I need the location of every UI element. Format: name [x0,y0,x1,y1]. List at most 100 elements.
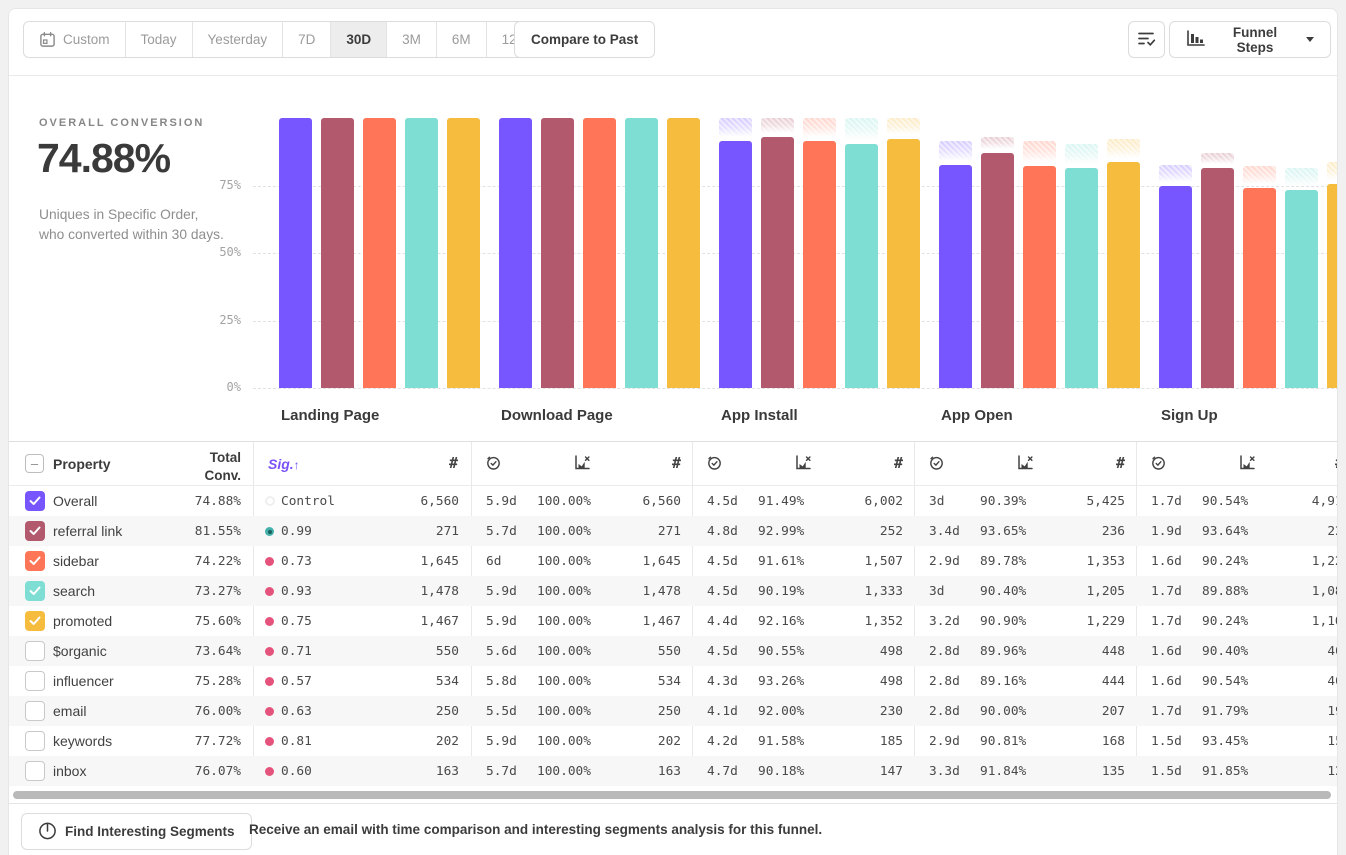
conversion-chart-icon[interactable] [794,454,813,476]
sig-column-header[interactable]: Sig.↑ [268,456,300,472]
chart-bar-sidebar-step3[interactable] [803,140,836,388]
chart-bar-promoted-step2[interactable] [667,118,700,388]
step-count: 550 [657,644,681,659]
step-rate: 100.00% [537,734,591,749]
chart-bar-referral-link-step5[interactable] [1201,167,1234,388]
chart-bar-search-step5[interactable] [1285,190,1318,388]
count-column-header[interactable]: # [894,454,904,472]
chart-bar-referral-link-step2[interactable] [541,118,574,388]
range-6m[interactable]: 6M [437,22,487,57]
row-checkbox[interactable] [25,641,45,661]
chart-bar-Overall-step2[interactable] [499,118,532,388]
overall-conversion-value: 74.88% [37,135,171,181]
y-axis-tick-label: 50% [219,245,241,259]
row-checkbox[interactable] [25,671,45,691]
chart-bar-promoted-step4[interactable] [1107,161,1140,388]
chart-bar-Overall-step3[interactable] [719,140,752,388]
chart-bar-Overall-step4[interactable] [939,164,972,388]
chart-bar-sidebar-step1[interactable] [363,118,396,388]
step-count: 6,560 [642,494,681,509]
column-divider [253,442,254,785]
row-checkbox[interactable] [25,701,45,721]
sig-dot-low [265,767,274,776]
step-time: 4.5d [707,554,738,569]
time-to-convert-icon[interactable] [928,454,945,476]
step-rate: 100.00% [537,584,591,599]
time-to-convert-icon[interactable] [706,454,723,476]
conversion-chart-icon[interactable] [1238,454,1257,476]
chart-bar-search-step1[interactable] [405,118,438,388]
chart-bar-promoted-step3[interactable] [887,139,920,388]
chart-bar-dropoff-cap [761,118,794,133]
step-count: 1,229 [1086,614,1125,629]
row-checkbox[interactable] [25,581,45,601]
chart-bar-sidebar-step4[interactable] [1023,165,1056,388]
funnel-steps-button[interactable]: Funnel Steps [1169,21,1331,58]
range-custom[interactable]: Custom [24,22,126,57]
gridline [253,253,1337,254]
step-count: 236 [1101,524,1125,539]
step-rate: 93.26% [758,674,805,689]
count-column-header[interactable]: # [1116,454,1126,472]
step1-count: 1,467 [420,614,459,629]
chart-bar-referral-link-step3[interactable] [761,136,794,388]
conversion-chart-icon[interactable] [1016,454,1035,476]
step-rate: 100.00% [537,674,591,689]
step1-count: 163 [435,764,459,779]
chart-bar-promoted-step1[interactable] [447,118,480,388]
step-label-app-install: App Install [721,407,798,424]
step-time: 4.5d [707,584,738,599]
range-7d[interactable]: 7D [283,22,332,57]
count-column-header[interactable]: # [672,454,682,472]
range-label: Custom [63,32,110,47]
step-rate: 90.18% [758,764,805,779]
row-checkbox[interactable] [25,611,45,631]
sig-dot-control [265,496,275,506]
step-count: 163 [657,764,681,779]
row-checkbox[interactable] [25,551,45,571]
count-column-header[interactable]: # [449,454,459,472]
table-row-keywords: keywords 77.72% 0.81 202 5.9d 100.00% 202 4.2d 9… [9,726,1337,756]
range-yesterday[interactable]: Yesterday [193,22,284,57]
time-to-convert-icon[interactable] [485,454,502,476]
select-all-checkbox[interactable]: – [25,454,44,473]
property-column-header[interactable]: Property [53,456,111,472]
chart-bar-search-step2[interactable] [625,118,658,388]
property-name: sidebar [53,553,99,569]
compare-to-past-button[interactable]: Compare to Past [514,21,656,58]
chart-bar-search-step4[interactable] [1065,167,1098,388]
count-column-header[interactable]: # [1335,454,1337,472]
chart-bar-Overall-step5[interactable] [1159,185,1192,388]
time-to-convert-icon[interactable] [1150,454,1167,476]
step-count: 4,91 [1311,494,1337,509]
step-time: 1.5d [1151,764,1182,779]
total-conv-column-header[interactable]: Total Conv. [204,450,242,483]
row-checkbox[interactable] [25,761,45,781]
horizontal-scrollbar[interactable] [13,791,1331,799]
range-today[interactable]: Today [126,22,193,57]
sig-value: 0.63 [281,704,312,719]
find-interesting-segments-button[interactable]: Find Interesting Segments [21,813,252,850]
range-30d[interactable]: 30D [331,22,388,57]
step1-count: 550 [435,644,459,659]
list-check-button[interactable] [1128,21,1165,58]
chart-bar-Overall-step1[interactable] [279,118,312,388]
conversion-chart-icon[interactable] [573,454,592,476]
step-rate: 90.81% [980,734,1027,749]
chart-bar-referral-link-step4[interactable] [981,152,1014,388]
step-rate: 100.00% [537,494,591,509]
chart-bar-search-step3[interactable] [845,144,878,388]
row-checkbox[interactable] [25,491,45,511]
row-checkbox[interactable] [25,521,45,541]
chart-bar-referral-link-step1[interactable] [321,118,354,388]
step-count: 1,645 [642,554,681,569]
bar-chart-icon [1186,30,1206,49]
chart-bar-promoted-step5[interactable] [1327,183,1337,388]
chart-bar-sidebar-step5[interactable] [1243,187,1276,388]
step-rate: 91.79% [1202,704,1249,719]
chart-bar-sidebar-step2[interactable] [583,118,616,388]
step-count: 5,425 [1086,494,1125,509]
row-checkbox[interactable] [25,731,45,751]
range-3m[interactable]: 3M [387,22,437,57]
sig-value: 0.81 [281,734,312,749]
